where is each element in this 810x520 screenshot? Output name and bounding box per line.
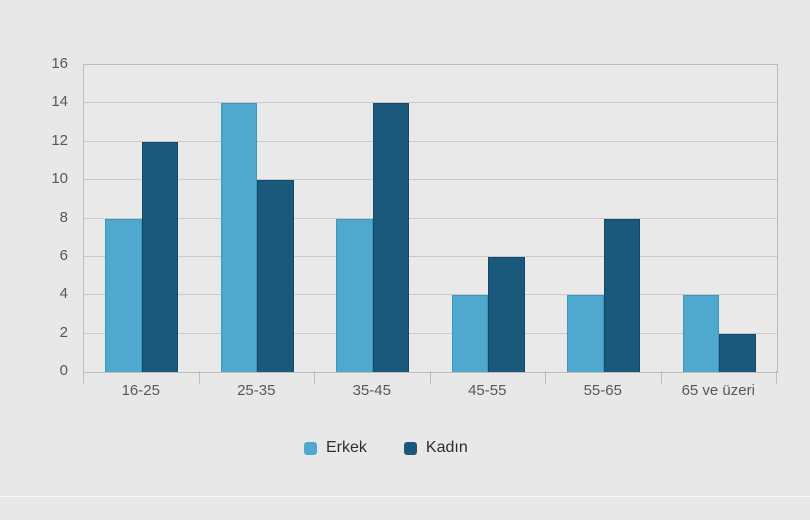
y-tick-label: 2: [59, 323, 68, 341]
x-axis-tick: [83, 371, 84, 384]
y-tick-label: 14: [51, 93, 68, 111]
x-axis-tick: [776, 371, 777, 384]
gridline: [84, 217, 777, 219]
bar-erkek-55-65: [567, 295, 604, 372]
x-tick-label: 55-65: [583, 382, 622, 399]
x-tick-label: 25-35: [237, 382, 276, 399]
legend-item-erkek[interactable]: Erkek: [304, 438, 367, 458]
gridline: [84, 294, 777, 296]
bar-erkek-65-ve-üzeri: [682, 295, 720, 372]
legend: Erkek Kadın: [304, 438, 468, 458]
bar-kadn-35-45: [372, 103, 410, 372]
bar-erkek-45-55: [451, 295, 489, 372]
gridline: [84, 255, 777, 257]
x-tick-label: 35-45: [352, 382, 391, 399]
bar-kadn-16-25: [141, 141, 179, 372]
y-tick-label: 16: [51, 55, 68, 72]
x-tick-label: 65 ve üzeri: [681, 382, 755, 399]
y-tick-label: 6: [59, 246, 68, 264]
y-tick-label: 4: [59, 285, 68, 303]
x-tick-label: 45-55: [468, 382, 507, 399]
gridline: [84, 140, 777, 142]
legend-label-erkek: Erkek: [326, 439, 367, 456]
y-tick-label: 8: [59, 208, 68, 226]
bar-erkek-16-25: [105, 218, 142, 372]
gridline: [84, 332, 777, 334]
y-tick-label: 0: [59, 362, 68, 379]
x-axis-tick: [198, 371, 200, 384]
legend-swatch-erkek: [304, 441, 317, 455]
y-tick-label: 12: [51, 131, 68, 149]
gridline: [84, 102, 777, 104]
x-axis-tick: [545, 371, 546, 384]
bar-erkek-25-35: [220, 103, 258, 372]
y-tick-label: 10: [51, 170, 68, 188]
bar-kadn-65-ve-üzeri: [719, 333, 756, 372]
legend-label-kadin: Kadın: [425, 439, 468, 456]
x-axis-labels: 16-25 25-35 35-45 45-55 55-65 65 ve üzeri: [83, 382, 776, 402]
bar-erkek-35-45: [336, 218, 373, 372]
bar-kadn-55-65: [603, 218, 641, 372]
x-axis-tick: [660, 371, 662, 384]
gridline: [84, 179, 777, 181]
x-axis-tick: [429, 371, 431, 384]
legend-swatch-kadin: [403, 441, 417, 455]
x-axis-ticks: [83, 371, 777, 384]
card-bottom-edge: [0, 496, 810, 497]
plot-area: [83, 64, 778, 373]
y-axis-labels: 0 2 4 6 8 10 12 14 16: [28, 55, 68, 379]
x-tick-label: 16-25: [121, 382, 160, 399]
legend-item-kadin[interactable]: Kadın: [403, 438, 468, 458]
bar-kadn-45-55: [488, 256, 525, 372]
x-axis-tick: [314, 371, 315, 384]
bar-kadn-25-35: [257, 180, 294, 372]
